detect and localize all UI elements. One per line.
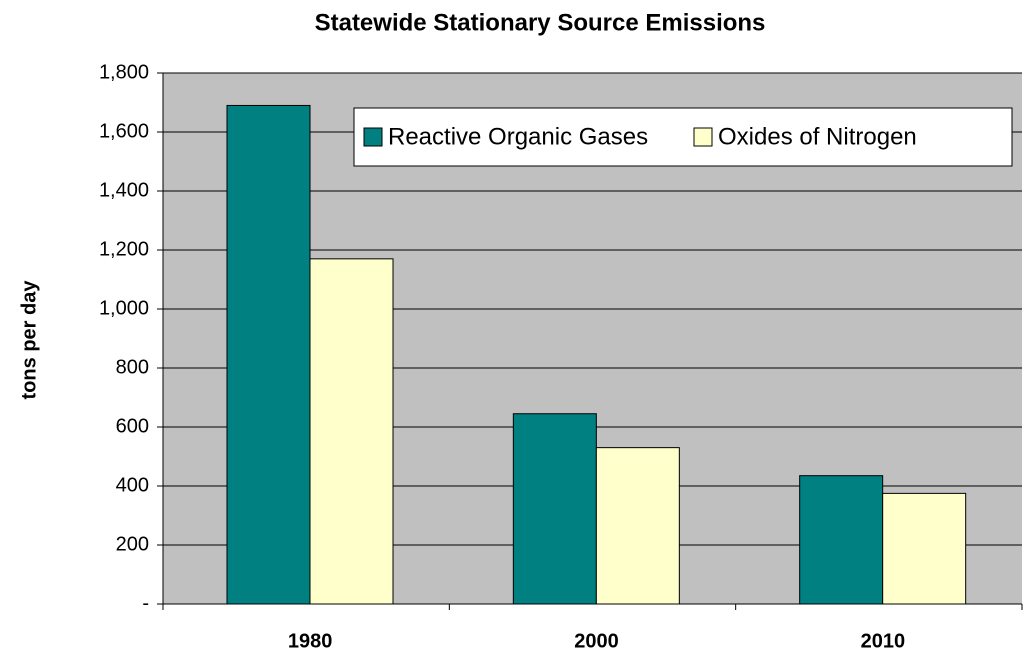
x-tick-label: 2010: [861, 630, 906, 652]
bar: [595, 447, 680, 605]
chart-title: Statewide Stationary Source Emissions: [315, 9, 766, 36]
bar: [226, 104, 311, 605]
bar: [799, 475, 884, 605]
y-tick-label: 600: [116, 415, 149, 437]
legend-swatch: [363, 127, 383, 147]
y-tick-label: 400: [116, 474, 149, 496]
x-tick-label: 1980: [288, 630, 333, 652]
y-tick-label: 1,800: [99, 61, 149, 83]
y-tick-label: -: [142, 592, 149, 614]
y-tick-label: 800: [116, 356, 149, 378]
legend: Reactive Organic Gases Oxides of Nitrogen: [353, 107, 1013, 167]
bar: [882, 492, 967, 605]
y-tick-label: 1,200: [99, 238, 149, 260]
y-axis-label: tons per day: [18, 280, 40, 400]
y-tick-label: 1,600: [99, 120, 149, 142]
y-tick-label: 200: [116, 533, 149, 555]
legend-swatch: [693, 127, 713, 147]
legend-label: Oxides of Nitrogen: [718, 123, 917, 150]
legend-label: Reactive Organic Gases: [388, 123, 648, 150]
bar: [512, 413, 597, 605]
y-tick-label: 1,000: [99, 297, 149, 319]
bar: [309, 258, 394, 605]
legend-box: [353, 107, 1013, 167]
y-tick-label: 1,400: [99, 179, 149, 201]
x-tick-label: 2000: [574, 630, 619, 652]
